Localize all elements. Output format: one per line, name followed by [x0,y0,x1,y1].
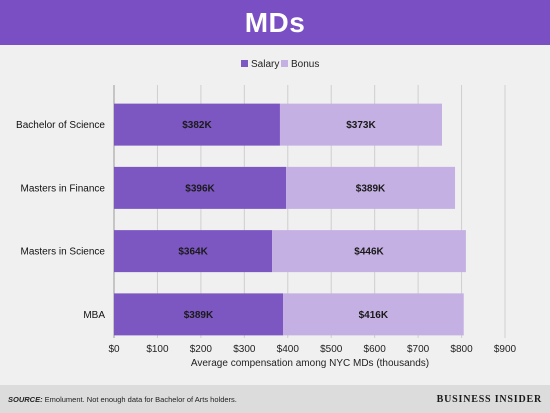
x-tick-label: $200 [190,344,213,355]
bar-salary [114,230,273,273]
source-text: Emolument. Not enough data for Bachelor … [42,394,237,404]
category-label: Masters in Science [21,247,106,258]
x-tick-label: $300 [233,344,256,355]
legend-label-salary: Salary [251,59,279,70]
data-label-bonus: $373K [346,120,376,131]
brand-logo: BUSINESS INSIDER [436,393,542,405]
data-label-salary: $396K [185,183,215,194]
bar-bonus [272,230,466,273]
category-label: MBA [83,310,105,321]
x-tick-label: $500 [320,344,343,355]
data-label-salary: $382K [182,120,212,131]
source-note: SOURCE: Emolument. Not enough data for B… [8,395,237,404]
data-label-bonus: $389K [356,183,386,194]
category-label: Bachelor of Science [16,120,105,131]
x-tick-labels: $0 $100 $200 $300 $400 $500 $600 $700 $800 $900 [108,344,516,355]
x-tick-label: $100 [146,344,169,355]
data-label-bonus: $416K [359,310,389,321]
category-labels: Bachelor of Science Masters in Finance Mas… [16,120,105,321]
bar-salary [114,166,287,209]
x-tick-label: $900 [494,344,517,355]
data-label-salary: $364K [178,247,208,258]
legend-label-bonus: Bonus [291,59,319,70]
bar-salary [114,103,280,146]
bars: $382K $373K $396K $389K $364K $446K $389K $416K [114,103,466,336]
bar-salary [114,293,283,336]
footer: SOURCE: Emolument. Not enough data for B… [0,385,550,413]
legend-swatch-bonus [281,60,288,67]
stacked-bar-chart: Salary Bonus $382K $373K $396K $389K $364K $4… [16,59,517,369]
x-tick-label: $400 [277,344,300,355]
chart-title: MDs [244,6,306,38]
source-label: SOURCE: [8,394,43,404]
x-tick-label: $700 [407,344,430,355]
bar-bonus [286,166,456,209]
bar-bonus [279,103,443,146]
x-tick-label: $600 [364,344,387,355]
legend: Salary Bonus [241,59,319,70]
x-tick-label: $800 [450,344,473,355]
category-label: Masters in Finance [21,183,106,194]
x-tick-label: $0 [108,344,120,355]
title-bar: MDs [0,0,550,45]
data-label-salary: $389K [184,310,214,321]
legend-swatch-salary [241,60,248,67]
chart-area: Salary Bonus $382K $373K $396K $389K $364K $4… [0,45,550,385]
x-axis-label: Average compensation among NYC MDs (thou… [191,358,429,369]
data-label-bonus: $446K [354,247,384,258]
bar-bonus [282,293,464,336]
